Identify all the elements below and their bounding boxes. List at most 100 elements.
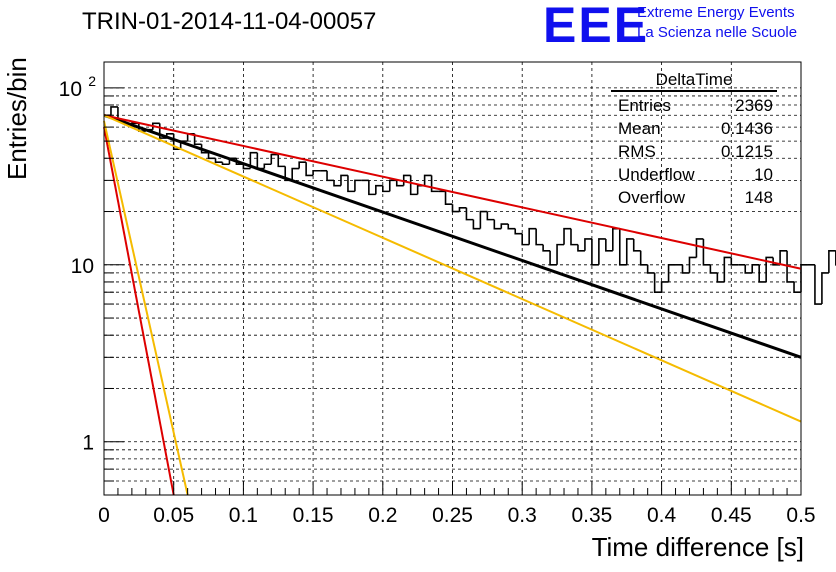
histogram-bin bbox=[249, 151, 258, 169]
histogram-bin bbox=[646, 264, 655, 274]
histogram-bin bbox=[730, 257, 739, 266]
histogram-bin bbox=[577, 244, 585, 252]
histogram-bin bbox=[507, 224, 516, 230]
stats-row-mean: Mean 0.1436 bbox=[611, 117, 777, 140]
histogram-bin bbox=[639, 250, 648, 266]
stats-box: DeltaTime Entries 2369 Mean 0.1436 RMS 0.12… bbox=[611, 70, 777, 209]
eee-logo: EEE bbox=[543, 0, 650, 53]
x-tick-label: 0.2 bbox=[368, 504, 397, 527]
histogram-bin bbox=[556, 243, 565, 265]
stats-row-underflow: Underflow 10 bbox=[611, 163, 777, 186]
fit-line-2 bbox=[103, 114, 802, 270]
histogram-bin bbox=[486, 211, 495, 221]
histogram-bin bbox=[312, 169, 321, 176]
histogram-bin bbox=[632, 238, 641, 252]
histogram-bin bbox=[326, 170, 335, 182]
stats-label: Mean bbox=[618, 119, 661, 138]
histogram-bin bbox=[667, 263, 676, 282]
histogram-bin bbox=[472, 219, 481, 230]
histogram-bin bbox=[465, 207, 474, 221]
grid-layer bbox=[104, 62, 801, 496]
histogram-bin bbox=[598, 238, 606, 265]
x-tick-label: 0.25 bbox=[432, 504, 473, 527]
histogram-bin bbox=[340, 174, 348, 186]
histogram-bin bbox=[444, 191, 453, 206]
fit-line-1 bbox=[103, 113, 802, 359]
histogram-bin bbox=[354, 179, 362, 192]
histogram-bin bbox=[382, 185, 390, 193]
histogram-bin bbox=[200, 144, 209, 154]
histogram-bin bbox=[612, 227, 620, 251]
histogram-layer bbox=[104, 106, 836, 305]
stats-divider bbox=[611, 90, 777, 92]
histogram-bin bbox=[653, 272, 662, 294]
histogram-bin bbox=[409, 175, 418, 196]
histogram-bin bbox=[263, 163, 272, 169]
x-tick-label: 0.5 bbox=[786, 504, 815, 527]
histogram-bin bbox=[800, 263, 808, 293]
histogram-bin bbox=[688, 256, 697, 273]
tick-labels: 0 0.05 0.1 0.15 0.2 0.25 0.3 0.35 0.4 0.45 0.5 1 10 1… bbox=[59, 73, 816, 527]
fit-line-3 bbox=[103, 114, 802, 423]
histogram-bin bbox=[793, 281, 801, 294]
histogram-bin bbox=[416, 184, 425, 195]
histogram-bin bbox=[535, 228, 544, 246]
histogram-bin bbox=[751, 263, 760, 273]
stats-label: Overflow bbox=[618, 188, 686, 207]
histogram-bin bbox=[591, 238, 599, 266]
histogram-bin bbox=[772, 257, 781, 266]
stats-row-overflow: Overflow 148 bbox=[611, 186, 777, 209]
histogram-bin bbox=[521, 233, 530, 246]
histogram-bin bbox=[221, 162, 230, 166]
histogram-bin bbox=[193, 133, 202, 146]
histogram-bin bbox=[549, 250, 558, 266]
histogram-bin bbox=[660, 281, 669, 293]
logo-line-1: Extreme Energy Events bbox=[637, 4, 795, 21]
histogram-bin bbox=[542, 244, 551, 252]
histogram-bin bbox=[528, 227, 537, 245]
x-tick-label: 0.3 bbox=[508, 504, 537, 527]
y-tick-label: 10 bbox=[59, 78, 82, 101]
stats-label: RMS bbox=[618, 142, 656, 161]
x-tick-label: 0.4 bbox=[647, 504, 677, 527]
histogram-bin bbox=[514, 228, 523, 235]
histogram-bin bbox=[430, 175, 439, 193]
stats-label: Entries bbox=[618, 96, 671, 115]
histogram-bin bbox=[618, 228, 627, 266]
histogram-bin bbox=[828, 249, 836, 273]
histogram-bin bbox=[570, 228, 578, 246]
histogram-bin bbox=[584, 238, 592, 251]
histogram-bin bbox=[695, 238, 704, 258]
histogram-bin bbox=[786, 250, 795, 283]
stats-value: 148 bbox=[744, 188, 773, 207]
histogram-bin bbox=[702, 238, 711, 266]
histogram-bin bbox=[242, 164, 251, 170]
x-tick-label: 0 bbox=[98, 504, 110, 527]
histogram-bin bbox=[305, 162, 314, 177]
histogram-bin bbox=[151, 122, 160, 130]
histogram-bin bbox=[207, 152, 216, 160]
x-tick-label: 0.15 bbox=[293, 504, 334, 527]
x-axis-label: Time difference [s] bbox=[591, 532, 804, 562]
x-tick-label: 0.45 bbox=[711, 504, 752, 527]
y-axis-label: Entries/bin bbox=[2, 57, 32, 180]
histogram-bin bbox=[395, 180, 404, 187]
histogram-bin bbox=[368, 180, 376, 196]
x-tick-label: 0.05 bbox=[153, 504, 194, 527]
stats-value: 2369 bbox=[735, 96, 773, 115]
stats-title: DeltaTime bbox=[655, 70, 733, 89]
histogram-bin bbox=[758, 264, 767, 283]
histogram-bin bbox=[375, 184, 383, 195]
y-tick-label: 10 bbox=[71, 255, 94, 278]
histogram-bin bbox=[333, 180, 341, 187]
histogram-bin bbox=[451, 204, 460, 213]
stats-row-rms: RMS 0.1215 bbox=[611, 140, 777, 163]
histogram-bin bbox=[458, 206, 467, 212]
x-tick-label: 0.35 bbox=[571, 504, 612, 527]
stats-row-entries: Entries 2369 bbox=[611, 94, 777, 117]
y-tick-label: 1 bbox=[82, 432, 94, 455]
plot-title: TRIN-01-2014-11-04-00057 bbox=[82, 8, 377, 35]
histogram-bin bbox=[388, 179, 397, 192]
histogram-bin bbox=[110, 106, 118, 116]
